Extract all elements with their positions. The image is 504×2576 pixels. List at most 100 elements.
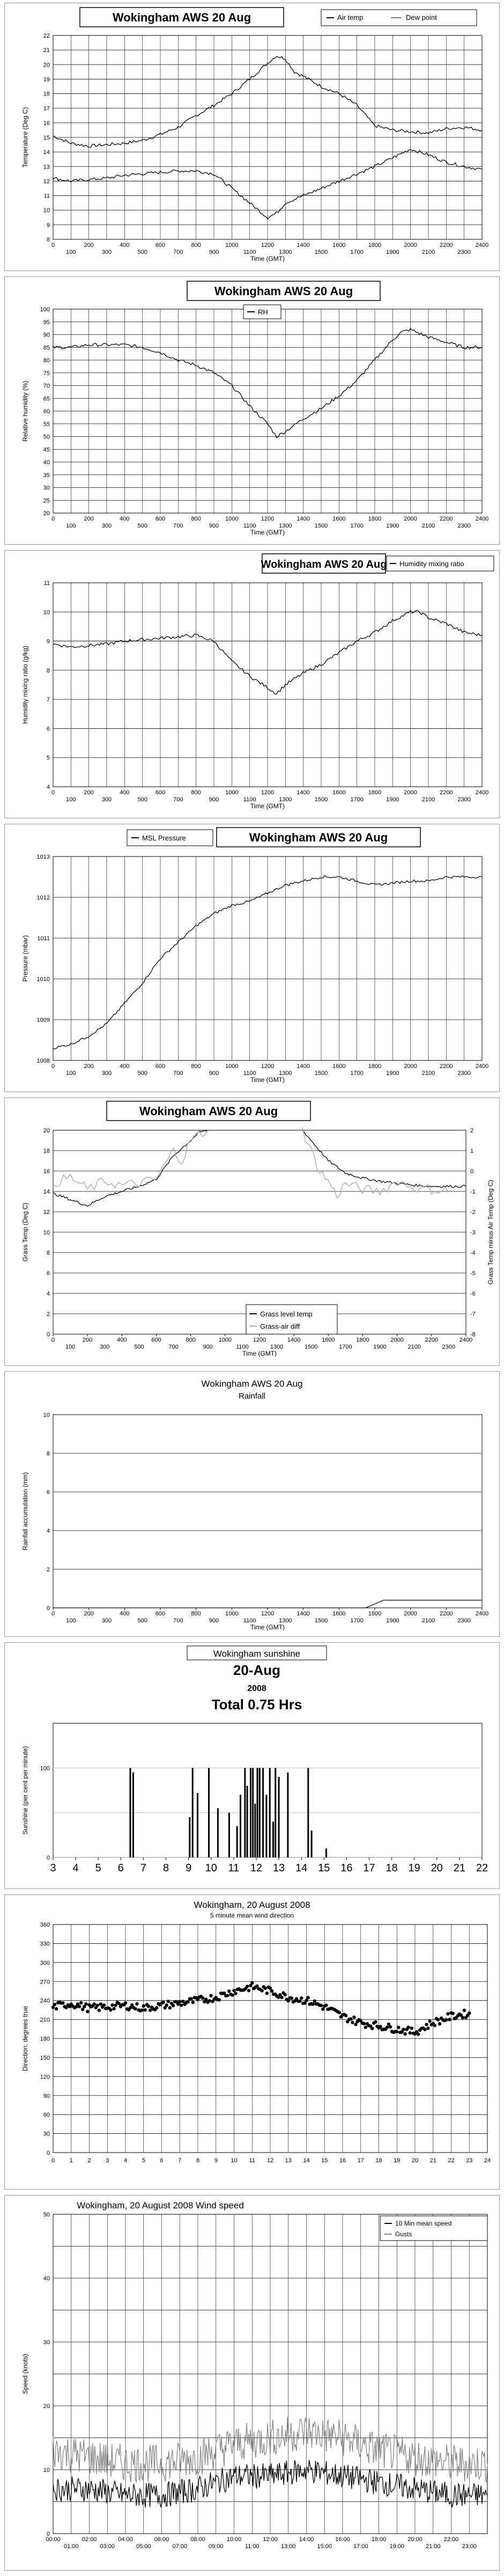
- wind-direction-point: [270, 1989, 274, 1993]
- wind-direction-point: [351, 2021, 354, 2024]
- x-tick-label: 2200: [425, 1337, 438, 1343]
- y-tick-label: 9: [47, 639, 50, 645]
- y-tick-label: 22: [43, 33, 50, 39]
- x-tick-label: 500: [137, 796, 147, 803]
- wind-direction-point: [349, 2017, 353, 2021]
- sunshine-total: Total 0.75 Hrs: [212, 1696, 302, 1713]
- x-axis-label: Time (GMT): [250, 529, 285, 536]
- sunshine-bar: [258, 1768, 261, 1857]
- x-tick-label: 1: [70, 2157, 73, 2164]
- x-tick-label: 2300: [457, 249, 470, 255]
- x-tick-label: 300: [102, 796, 112, 803]
- legend-label: RH: [258, 308, 268, 316]
- sunshine-bar: [244, 1768, 246, 1857]
- x-tick-label: 600: [155, 1063, 165, 1070]
- x-tick-label: 18:00: [372, 2536, 387, 2543]
- wind-direction-point: [468, 2011, 471, 2015]
- y-tick-label: 8: [47, 1451, 50, 1457]
- wind-direction-point: [298, 1999, 302, 2003]
- y-tick-label: 1013: [37, 854, 50, 860]
- x-tick-label: 18: [386, 1862, 397, 1874]
- y-tick-label: 6: [47, 1270, 50, 1277]
- x-tick-label: 2300: [457, 1618, 470, 1624]
- y-tick-label: 2: [47, 1567, 50, 1573]
- x-tick-label: 09:00: [209, 2543, 224, 2550]
- y-tick-label: 18: [43, 1148, 50, 1154]
- x-tick-label: 1900: [386, 249, 399, 255]
- x-tick-label: 300: [102, 249, 112, 255]
- chart-svg-wspd: 0 10 20 30 40 50 00:00 02:00 04:00 06:00 08:00 10:0…: [21, 2200, 488, 2550]
- x-tick-label: 02:00: [82, 2536, 97, 2543]
- y-axis-label: Grass Temp (Deg C): [21, 1203, 29, 1262]
- x-tick-label: 600: [155, 1611, 165, 1617]
- x-tick-label: 13: [285, 2157, 292, 2164]
- x-tick-label: 1400: [297, 1611, 309, 1617]
- wind-direction-point: [436, 2018, 440, 2022]
- x-tick-label: 1200: [261, 516, 274, 522]
- x-tick-label: 1800: [368, 789, 381, 796]
- series-line-dew-point: [53, 149, 483, 219]
- x-tick-label: 600: [151, 1337, 161, 1343]
- y-tick-label: 12: [43, 178, 50, 185]
- x-tick-label: 400: [120, 242, 129, 248]
- x-tick-label: 1500: [315, 523, 328, 529]
- y-tick-label: 2: [47, 1311, 50, 1318]
- y-tick-label: 17: [43, 106, 50, 112]
- x-tick-label: 700: [173, 1070, 183, 1077]
- wind-direction-point: [129, 2006, 132, 2010]
- x-tick-label: 1400: [297, 242, 309, 248]
- y-tick-label: 6: [47, 1489, 50, 1496]
- plot-area: [53, 1414, 483, 1608]
- chart-title: Wokingham AWS 20 Aug: [139, 1104, 278, 1118]
- wind-direction-point: [92, 2002, 96, 2006]
- x-tick-label: 1900: [373, 1344, 386, 1350]
- x-tick-label: 0: [51, 2157, 55, 2164]
- y-tick-label: 85: [43, 345, 50, 351]
- x-tick-label: 2100: [422, 796, 435, 803]
- x-tick-label: 900: [209, 523, 219, 529]
- legend-box: [127, 829, 213, 846]
- y-axis-label: Pressure (mbar): [21, 935, 29, 982]
- chart-subtitle: 20-Aug: [233, 1662, 280, 1678]
- x-tick-label: 1100: [236, 1344, 249, 1350]
- y-tick-label: 11: [44, 193, 50, 200]
- y-tick-label: 8: [47, 1250, 50, 1256]
- legend-label: Grass level temp: [260, 1310, 313, 1318]
- y-tick-label: 6: [47, 726, 50, 732]
- wind-direction-point: [410, 2026, 414, 2030]
- y-tick-label: 240: [40, 1998, 50, 2004]
- x-tick-label: 900: [203, 1344, 213, 1350]
- x-tick-label: 1000: [225, 1063, 238, 1070]
- wind-direction-point: [110, 2003, 114, 2007]
- x-tick-label: 24: [484, 2157, 491, 2164]
- sunshine-bar: [191, 1768, 194, 1857]
- wind-direction-point: [260, 1989, 264, 1993]
- x-tick-label: 2000: [404, 1611, 417, 1617]
- x-tick-label: 700: [168, 1344, 178, 1350]
- title-box: [262, 553, 386, 574]
- y-tick-label: 0: [47, 1605, 50, 1612]
- x-tick-label: 700: [173, 249, 183, 255]
- legend-box: [386, 555, 494, 572]
- title-box: [106, 1101, 311, 1121]
- wind-direction-point: [362, 2022, 366, 2025]
- y-tick-label: 30: [43, 2131, 50, 2138]
- x-tick-label: 0: [51, 516, 55, 522]
- x-tick-label: 16: [339, 2157, 346, 2164]
- wind-direction-point: [146, 2004, 151, 2008]
- wind-direction-point: [402, 2028, 405, 2031]
- wind-direction-point: [305, 1999, 308, 2002]
- x-tick-label: 2100: [422, 1070, 435, 1077]
- x-tick-label: 16: [340, 1862, 352, 1874]
- wind-direction-point: [102, 2003, 106, 2007]
- x-tick-label: 2200: [440, 1611, 453, 1617]
- sunshine-bar: [246, 1785, 248, 1857]
- y2-tick-label: -4: [470, 1250, 476, 1256]
- wind-direction-point: [277, 1995, 280, 1999]
- x-tick-label: 500: [137, 1070, 147, 1077]
- y2-tick-label: 1: [470, 1148, 473, 1154]
- wind-direction-point: [99, 2002, 103, 2006]
- wind-direction-point: [176, 2002, 180, 2006]
- wind-direction-point: [143, 2008, 147, 2012]
- x-tick-label: 1200: [261, 789, 274, 796]
